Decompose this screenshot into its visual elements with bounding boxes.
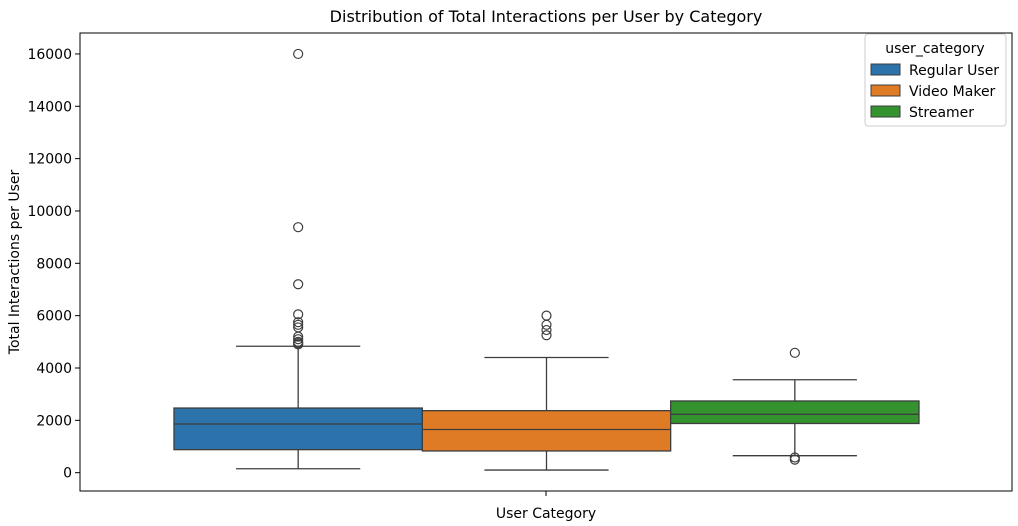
outlier-point (293, 222, 304, 233)
legend-swatch (870, 84, 901, 97)
legend-label: Video Maker (909, 84, 996, 100)
y-tick-label: 4000 (36, 361, 72, 377)
outlier-point (789, 347, 800, 358)
outlier-point (293, 48, 304, 60)
legend-swatch (870, 105, 901, 118)
outlier-point (293, 317, 304, 328)
legend: user_category Regular User Video Maker Str… (864, 33, 1007, 127)
outlier-point (293, 309, 304, 320)
outlier-point (293, 322, 304, 333)
legend-swatch (870, 63, 901, 76)
box-regular-user (173, 48, 423, 470)
legend-label: Streamer (909, 105, 974, 121)
outlier-point (789, 454, 800, 465)
y-tick-label: 12000 (27, 152, 72, 168)
y-tick-label: 16000 (27, 47, 72, 63)
y-tick-label: 0 (63, 466, 72, 482)
iqr-box (670, 400, 920, 425)
box-video-maker (421, 310, 672, 471)
iqr-box (173, 407, 423, 451)
y-tick-label: 6000 (36, 309, 72, 325)
outlier-point (293, 334, 304, 345)
y-tick-label: 8000 (36, 256, 72, 272)
outlier-point (541, 324, 552, 336)
box-streamer (670, 347, 920, 465)
legend-label: Regular User (909, 63, 999, 79)
legend-title: user_category (885, 41, 984, 57)
outlier-point (293, 279, 304, 290)
outlier-point (293, 336, 304, 347)
outlier-point (789, 452, 800, 463)
iqr-box (421, 410, 672, 452)
x-axis-title: User Category (496, 506, 596, 522)
outlier-point (293, 319, 304, 330)
y-tick-label: 2000 (36, 413, 72, 429)
y-tick-label: 10000 (27, 204, 72, 220)
y-tick-label: 14000 (27, 99, 72, 115)
legend-frame (864, 33, 1007, 127)
outlier-point (541, 330, 552, 341)
chart-title: Distribution of Total Interactions per U… (330, 7, 763, 26)
outlier-point (541, 319, 552, 330)
outlier-point (541, 310, 552, 321)
y-axis-title: Total Interactions per User (7, 170, 23, 356)
